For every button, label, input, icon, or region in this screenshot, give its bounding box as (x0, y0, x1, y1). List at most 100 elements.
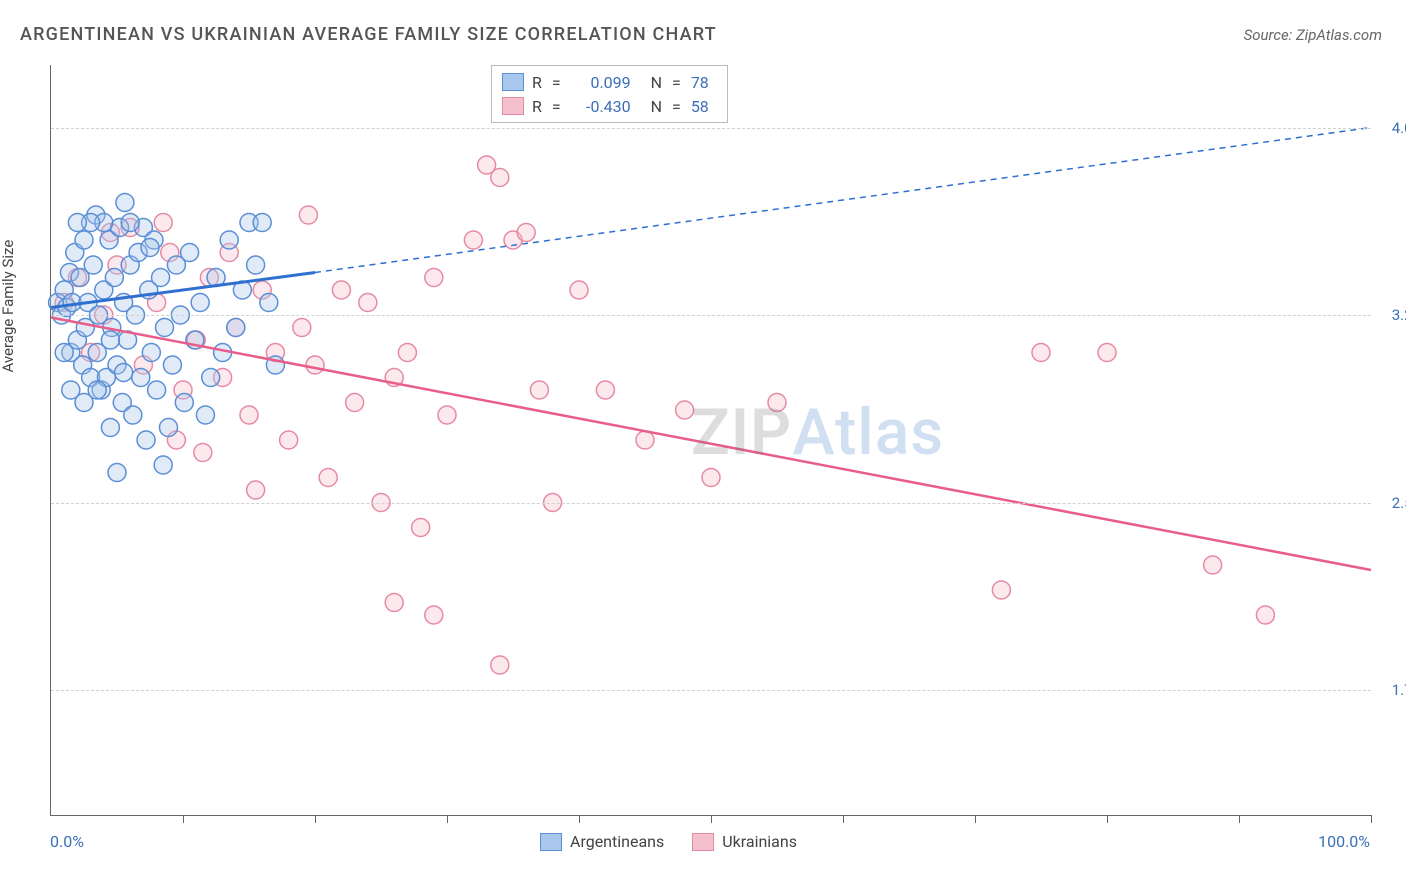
trend-line (51, 318, 1371, 571)
data-point (88, 381, 106, 399)
legend-row-ukrainians: R = -0.430 N = 58 (502, 94, 717, 118)
data-point (137, 431, 155, 449)
chart-title: ARGENTINEAN VS UKRAINIAN AVERAGE FAMILY … (20, 24, 717, 45)
data-point (194, 444, 212, 462)
data-point (570, 281, 588, 299)
data-point (247, 256, 265, 274)
data-point (438, 406, 456, 424)
data-point (101, 419, 119, 437)
data-point (108, 464, 126, 482)
x-tick (1239, 815, 1240, 823)
legend-item-argentineans: Argentineans (540, 832, 664, 851)
data-point (163, 356, 181, 374)
swatch-ukrainians (502, 97, 524, 115)
data-point (1098, 344, 1116, 362)
correlation-legend: R = 0.099 N = 78 R = -0.430 N = 58 (491, 65, 728, 123)
x-axis-max-label: 100.0% (1318, 832, 1370, 851)
data-point (154, 456, 172, 474)
chart-plot-area: R = 0.099 N = 78 R = -0.430 N = 58 ZIPAt… (50, 65, 1371, 816)
x-tick (1107, 815, 1108, 823)
data-point (478, 156, 496, 174)
source-attribution: Source: ZipAtlas.com (1244, 26, 1382, 44)
data-point (141, 239, 159, 257)
data-point (132, 369, 150, 387)
swatch-argentineans (540, 833, 562, 851)
data-point (227, 319, 245, 337)
equals-sign: = (672, 73, 681, 92)
r-value-ukrainians: -0.430 (571, 97, 631, 116)
data-point (636, 431, 654, 449)
data-point (75, 231, 93, 249)
gridline (51, 503, 1371, 504)
x-axis-min-label: 0.0% (50, 832, 84, 851)
equals-sign: = (672, 97, 681, 116)
data-point (175, 394, 193, 412)
y-tick-label: 1.75 (1377, 681, 1406, 699)
data-point (116, 194, 134, 212)
data-point (196, 406, 214, 424)
x-tick (975, 815, 976, 823)
gridline (51, 690, 1371, 691)
data-point (105, 269, 123, 287)
data-point (1204, 556, 1222, 574)
data-point (159, 419, 177, 437)
data-point (121, 214, 139, 232)
data-point (425, 606, 443, 624)
gridline (51, 315, 1371, 316)
data-point (306, 356, 324, 374)
data-point (464, 231, 482, 249)
swatch-argentineans (502, 73, 524, 91)
gridline (51, 128, 1371, 129)
x-tick (579, 815, 580, 823)
y-axis-title: Average Family Size (0, 240, 17, 373)
x-tick (447, 815, 448, 823)
data-point (768, 394, 786, 412)
trend-line (315, 128, 1371, 273)
chart-svg (51, 65, 1371, 815)
swatch-ukrainians (692, 833, 714, 851)
n-value-ukrainians: 58 (691, 97, 717, 116)
data-point (181, 244, 199, 262)
data-point (293, 319, 311, 337)
y-tick-label: 2.50 (1377, 494, 1406, 512)
data-point (702, 469, 720, 487)
data-point (676, 401, 694, 419)
x-tick (315, 815, 316, 823)
series-legend: Argentineans Ukrainians (540, 832, 797, 851)
data-point (156, 319, 174, 337)
data-point (152, 269, 170, 287)
data-point (191, 294, 209, 312)
data-point (596, 381, 614, 399)
data-point (491, 656, 509, 674)
data-point (84, 256, 102, 274)
data-point (260, 294, 278, 312)
legend-label-ukrainians: Ukrainians (722, 832, 797, 851)
data-point (148, 381, 166, 399)
x-tick (183, 815, 184, 823)
x-tick (711, 815, 712, 823)
n-label: N (651, 97, 662, 116)
legend-item-ukrainians: Ukrainians (692, 832, 797, 851)
data-point (385, 594, 403, 612)
data-point (202, 369, 220, 387)
data-point (115, 364, 133, 382)
data-point (332, 281, 350, 299)
data-point (992, 581, 1010, 599)
data-point (1256, 606, 1274, 624)
data-point (319, 469, 337, 487)
data-point (530, 381, 548, 399)
data-point (124, 406, 142, 424)
data-point (142, 344, 160, 362)
equals-sign: = (552, 97, 561, 116)
legend-row-argentineans: R = 0.099 N = 78 (502, 70, 717, 94)
data-point (299, 206, 317, 224)
data-point (517, 224, 535, 242)
data-point (398, 344, 416, 362)
data-point (247, 481, 265, 499)
equals-sign: = (552, 73, 561, 92)
data-point (220, 231, 238, 249)
data-point (253, 214, 271, 232)
y-tick-label: 4.00 (1377, 119, 1406, 137)
data-point (1032, 344, 1050, 362)
legend-label-argentineans: Argentineans (570, 832, 664, 851)
